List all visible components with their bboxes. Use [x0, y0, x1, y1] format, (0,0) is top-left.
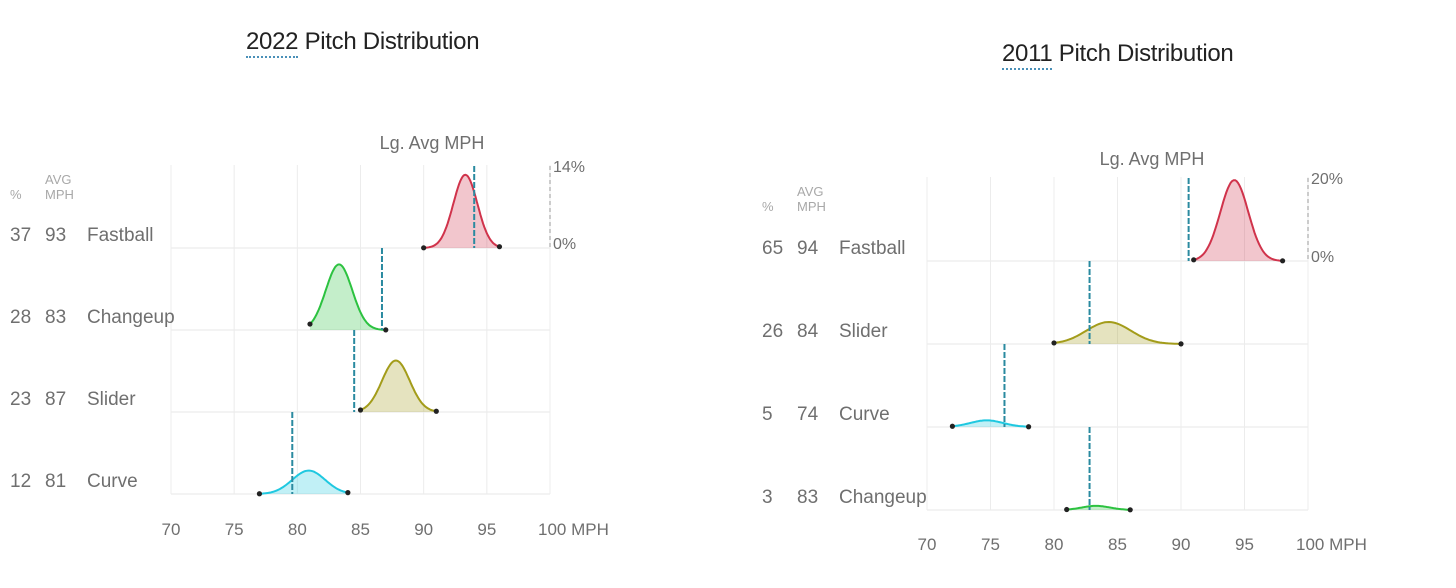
- lg-avg-label: Lg. Avg MPH: [380, 133, 485, 153]
- x-tick-label: 95: [477, 520, 496, 539]
- pitch-chart-2011: 2011 Pitch Distribution % AVG MPH Lg. Avg M…: [752, 0, 1367, 588]
- density-area: [423, 174, 500, 248]
- col-header-pct: %: [10, 187, 22, 202]
- x-tick-label: 100 MPH: [538, 520, 609, 539]
- col-header-mph: MPH: [45, 187, 74, 202]
- density-line: [1053, 320, 1181, 345]
- range-max-point: [1127, 507, 1133, 513]
- range-min-point: [307, 321, 313, 327]
- range-min-point: [421, 245, 427, 251]
- range-max-point: [496, 244, 503, 250]
- row-pitch-name: Fastball: [87, 225, 154, 246]
- row-avg-mph: 87: [45, 389, 66, 410]
- row-avg-mph: 93: [45, 225, 66, 246]
- row-avg-mph: 84: [797, 321, 819, 342]
- row-pct-value: 12: [10, 471, 31, 492]
- row-pct-value: 28: [10, 307, 31, 328]
- density-line: [360, 359, 437, 413]
- x-tick-label: 90: [414, 520, 433, 539]
- row-pitch-name: Changeup: [87, 307, 175, 328]
- x-tick-label: 85: [351, 520, 370, 539]
- density-area: [360, 360, 437, 412]
- range-max-point: [383, 327, 389, 333]
- density-min-label: 0%: [553, 236, 576, 253]
- row-avg-mph: 81: [45, 471, 66, 492]
- range-max-point: [1280, 258, 1286, 264]
- density-max-label: 20%: [1311, 171, 1343, 188]
- density-line: [952, 419, 1029, 428]
- density-min-label: 0%: [1311, 249, 1334, 266]
- range-max-point: [433, 408, 439, 414]
- row-pitch-name: Curve: [839, 404, 890, 425]
- row-avg-mph: 83: [45, 307, 66, 328]
- density-line: [259, 469, 349, 495]
- density-line: [309, 263, 386, 331]
- row-pct-value: 65: [762, 238, 783, 259]
- range-min-point: [256, 491, 263, 497]
- range-max-point: [1026, 424, 1032, 430]
- row-pitch-name: Slider: [839, 321, 888, 342]
- chart-title: 2022 Pitch Distribution: [246, 28, 480, 58]
- density-line: [423, 173, 500, 249]
- row-avg-mph: 74: [797, 404, 819, 425]
- x-tick-label: 80: [288, 520, 307, 539]
- col-header-mph: MPH: [797, 199, 826, 214]
- row-pct-value: 37: [10, 225, 31, 246]
- density-max-label: 14%: [553, 159, 585, 176]
- col-header-avg: AVG: [45, 172, 72, 187]
- range-max-point: [345, 490, 351, 496]
- pitch-chart-2022: 2022 Pitch Distribution % AVG MPH Lg. Avg M…: [0, 0, 609, 588]
- x-tick-label: 70: [162, 520, 181, 539]
- row-avg-mph: 94: [797, 238, 819, 259]
- range-min-point: [1064, 506, 1070, 513]
- lg-avg-label: Lg. Avg MPH: [1100, 149, 1205, 169]
- chart-title-year[interactable]: 2011: [1002, 40, 1053, 70]
- range-min-point: [949, 423, 955, 429]
- density-line: [1193, 179, 1283, 262]
- x-tick-label: 80: [1045, 535, 1064, 554]
- row-pitch-name: Slider: [87, 389, 136, 410]
- row-avg-mph: 83: [797, 487, 818, 508]
- x-tick-label: 75: [225, 520, 244, 539]
- x-tick-label: 100 MPH: [1296, 535, 1367, 554]
- chart-title: 2011 Pitch Distribution: [1002, 40, 1234, 70]
- density-area: [1193, 180, 1283, 261]
- x-tick-label: 70: [918, 535, 937, 554]
- col-header-avg: AVG: [797, 184, 824, 199]
- x-tick-label: 75: [981, 535, 1000, 554]
- density-area: [1054, 322, 1181, 344]
- range-min-point: [1191, 257, 1197, 263]
- row-pitch-name: Curve: [87, 471, 138, 492]
- row-pitch-name: Changeup: [839, 487, 927, 508]
- x-tick-label: 85: [1108, 535, 1127, 554]
- range-max-point: [1178, 341, 1184, 347]
- density-area: [259, 470, 348, 494]
- chart-title-year[interactable]: 2022: [246, 28, 299, 58]
- row-pct-value: 3: [762, 487, 773, 508]
- row-pct-value: 23: [10, 389, 31, 410]
- chart-title-text: Pitch Distribution: [298, 28, 480, 55]
- chart-title-text: Pitch Distribution: [1052, 40, 1234, 67]
- range-min-point: [1051, 340, 1057, 346]
- density-area: [309, 264, 386, 330]
- x-tick-label: 95: [1235, 535, 1254, 554]
- row-pct-value: 26: [762, 321, 783, 342]
- x-tick-label: 90: [1172, 535, 1191, 554]
- row-pct-value: 5: [762, 404, 773, 425]
- range-min-point: [357, 407, 364, 413]
- row-pitch-name: Fastball: [839, 238, 906, 259]
- density-line: [1066, 504, 1131, 511]
- col-header-pct: %: [762, 199, 774, 214]
